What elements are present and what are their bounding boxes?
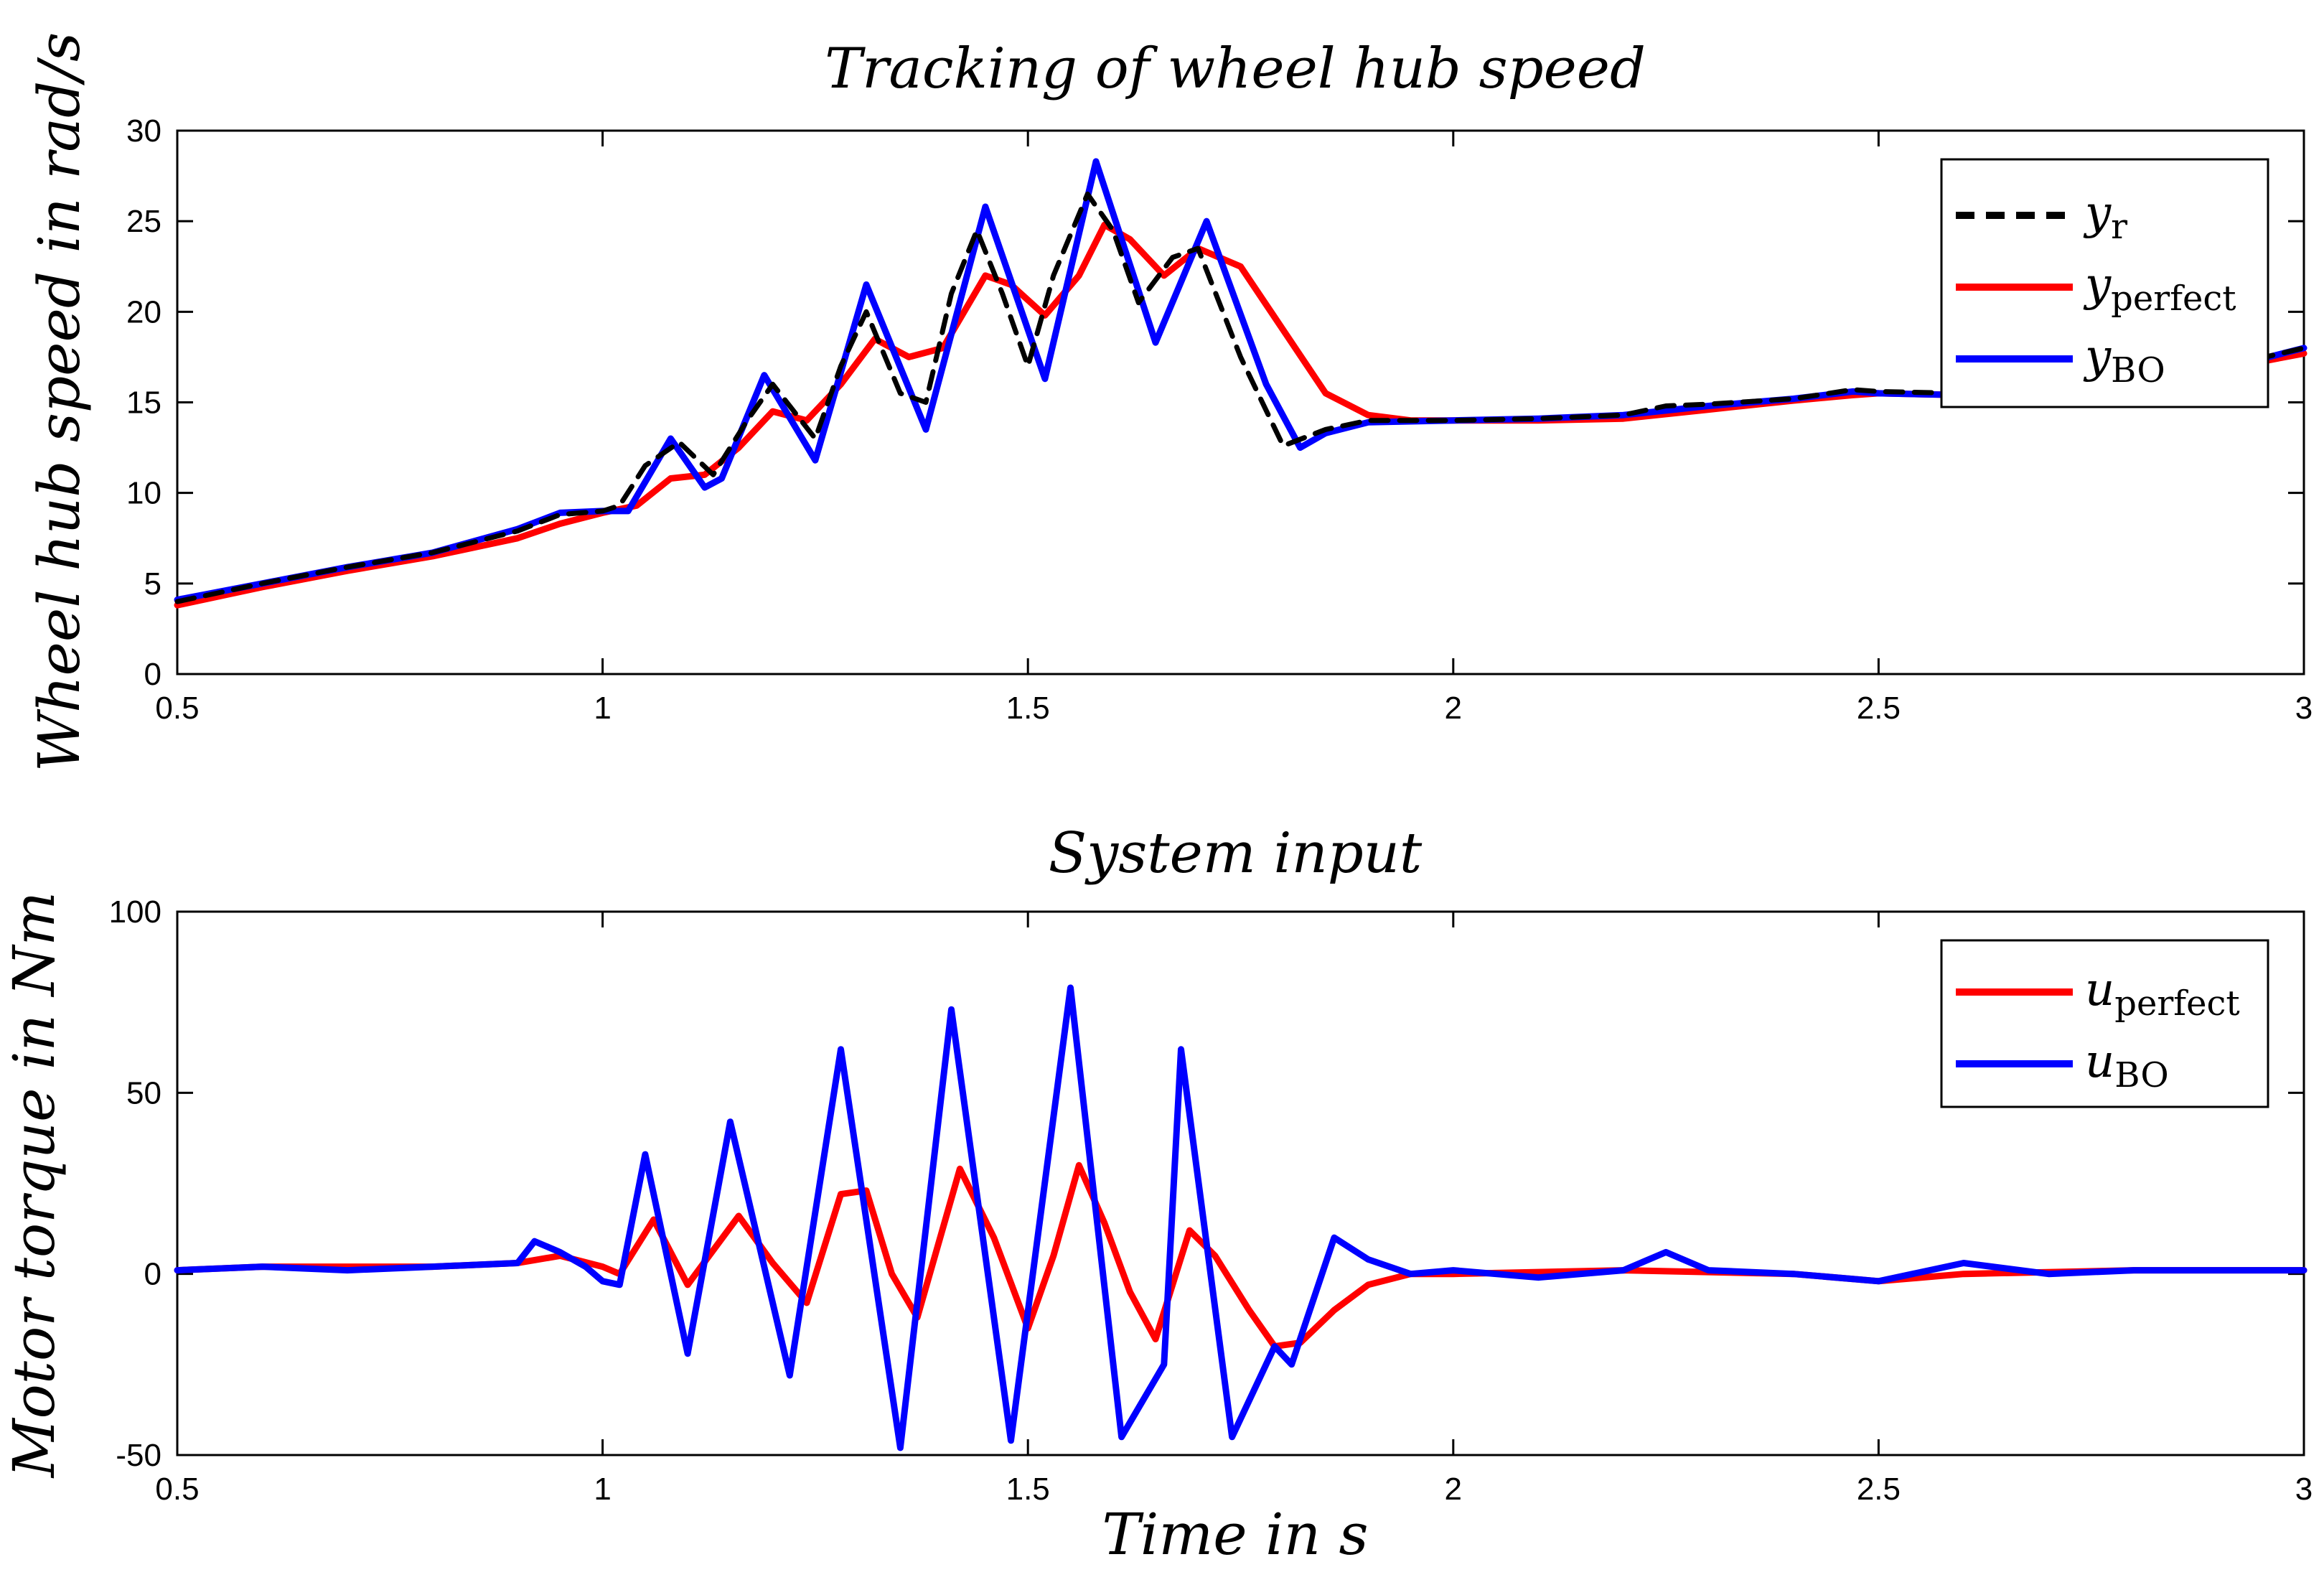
y-tick-label: 0: [144, 657, 161, 692]
y-tick-label: 5: [144, 566, 161, 602]
x-tick-label: 2: [1445, 691, 1462, 726]
x-tick-label: 1.5: [1006, 691, 1050, 726]
torque-chart-series: [174, 984, 2307, 1451]
legend-label-y-bo: yBO: [2083, 330, 2165, 391]
legend-label-u-perfect: uperfect: [2085, 963, 2240, 1024]
x-tick-label: 3: [2295, 691, 2313, 726]
x-tick-label: 2: [1445, 1472, 1462, 1507]
speed-chart: Tracking of wheel hub speed 0.5 1 1.5 2 2.5 3…: [26, 32, 2313, 772]
x-tick-label: 0.5: [155, 691, 199, 726]
y-tick-label: 0: [144, 1257, 161, 1292]
x-tick-label: 1: [594, 1472, 611, 1507]
x-tick-label: 0.5: [155, 1472, 199, 1507]
y-tick-label: 15: [126, 385, 161, 421]
torque-chart-ticks: [176, 910, 2305, 1456]
torque-chart-legend: uperfect uBO: [1940, 939, 2269, 1108]
y-tick-label: 10: [126, 476, 161, 511]
x-tick-label: 3: [2295, 1472, 2313, 1507]
speed-chart-series: [174, 158, 2307, 609]
speed-chart-ylabel: Wheel hub speed in rad/s: [26, 32, 93, 772]
series-line-y-r: [174, 191, 2307, 604]
y-tick-label: 30: [126, 113, 161, 149]
speed-chart-legend-box: [1940, 158, 2269, 408]
x-tick-label: 1.5: [1006, 1472, 1050, 1507]
series-line-u-bo: [174, 984, 2307, 1451]
torque-chart-xlabel: Time in s: [1102, 1501, 1368, 1568]
legend-label-y-r: yr: [2083, 187, 2127, 247]
y-tick-label: 25: [126, 204, 161, 239]
speed-chart-title: Tracking of wheel hub speed: [825, 37, 1646, 101]
speed-chart-legend: yr yperfect yBO: [1940, 158, 2269, 408]
x-tick-label: 2.5: [1857, 691, 1901, 726]
y-tick-label: 100: [109, 894, 161, 930]
y-tick-label: 20: [126, 294, 161, 329]
speed-chart-ticks: [176, 129, 2305, 675]
legend-label-y-perfect: yperfect: [2083, 258, 2236, 319]
torque-chart-tick-labels: 0.5 1 1.5 2 2.5 3 -50 0 50 100: [109, 894, 2313, 1507]
torque-chart-ylabel: Motor torque in Nm: [1, 892, 67, 1479]
x-tick-label: 2.5: [1857, 1472, 1901, 1507]
y-tick-label: 50: [126, 1075, 161, 1110]
legend-label-u-bo: uBO: [2085, 1035, 2169, 1095]
torque-chart: System input 0.5 1 1.5 2 2.5 3 -50 0 50 100 Motor…: [1, 821, 2313, 1568]
torque-chart-title: System input: [1049, 821, 1423, 886]
torque-chart-legend-box: [1940, 939, 2269, 1108]
y-tick-label: -50: [116, 1438, 161, 1473]
x-tick-label: 1: [594, 691, 611, 726]
